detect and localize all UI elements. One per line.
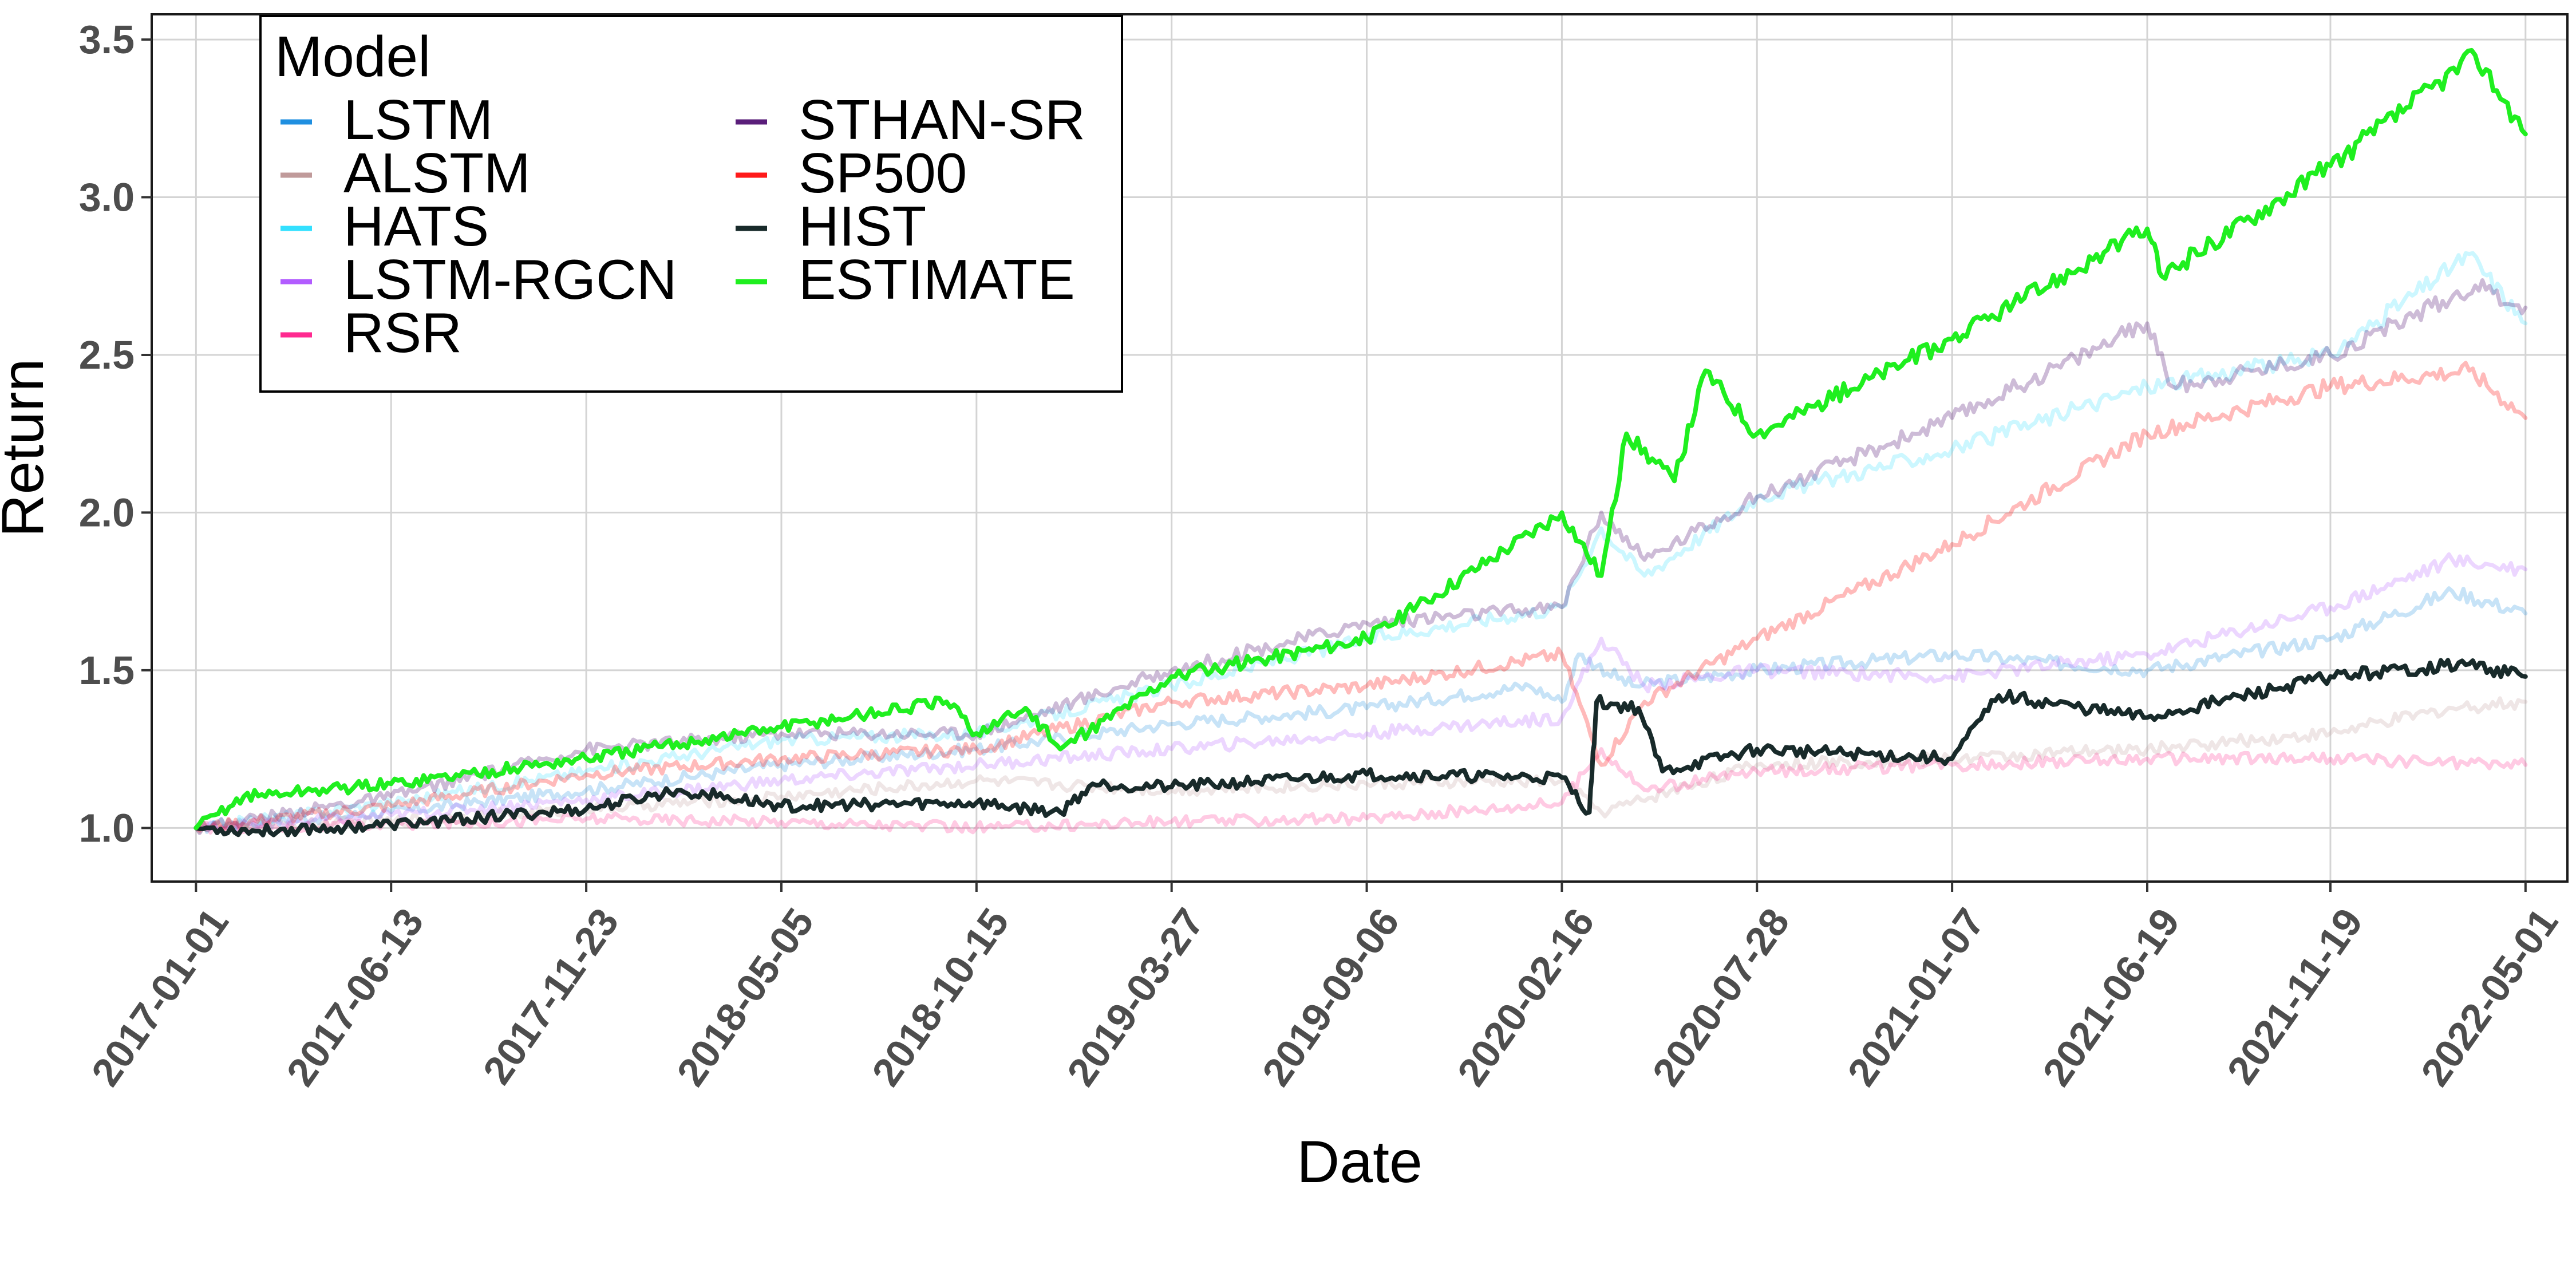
series-line-hats [193, 251, 2528, 832]
y-tick-label: 3.0 [79, 175, 135, 220]
series-line-sp500 [193, 361, 2528, 833]
series-line-sthan-sr [193, 278, 2528, 835]
legend-label-sthan-sr: STHAN-SR [799, 88, 1085, 151]
legend-label-hats: HATS [343, 195, 489, 258]
legend-title: Model [275, 25, 430, 89]
legend-label-sp500: SP500 [799, 141, 967, 204]
y-tick-label: 2.5 [79, 333, 135, 377]
legend-label-estimate: ESTIMATE [799, 248, 1075, 311]
series-line-rsr [193, 747, 2528, 835]
y-tick-label: 3.5 [79, 17, 135, 62]
y-axis-ticks: 1.0 1.5 2.0 2.5 3.0 3.5 [79, 17, 152, 850]
legend-label-lstm-rgcn: LSTM-RGCN [343, 248, 677, 311]
y-tick-label: 1.5 [79, 648, 135, 693]
series-lines [193, 48, 2528, 837]
legend-box [259, 15, 1123, 393]
plot-frame [151, 13, 2569, 883]
y-tick-label: 1.0 [79, 805, 135, 850]
y-axis-title: Return [0, 358, 56, 537]
series-line-hist [193, 658, 2528, 837]
y-tick-label: 2.0 [79, 490, 135, 535]
legend-label-lstm: LSTM [343, 88, 493, 151]
legend-label-rsr: RSR [343, 301, 462, 364]
series-line-lstm-rgcn [193, 552, 2528, 835]
legend-label-hist: HIST [799, 195, 926, 258]
x-axis-title: Date [1297, 1129, 1423, 1195]
series-line-estimate [193, 48, 2528, 831]
series-line-lstm [193, 586, 2528, 834]
legend-label-alstm: ALSTM [343, 141, 531, 204]
